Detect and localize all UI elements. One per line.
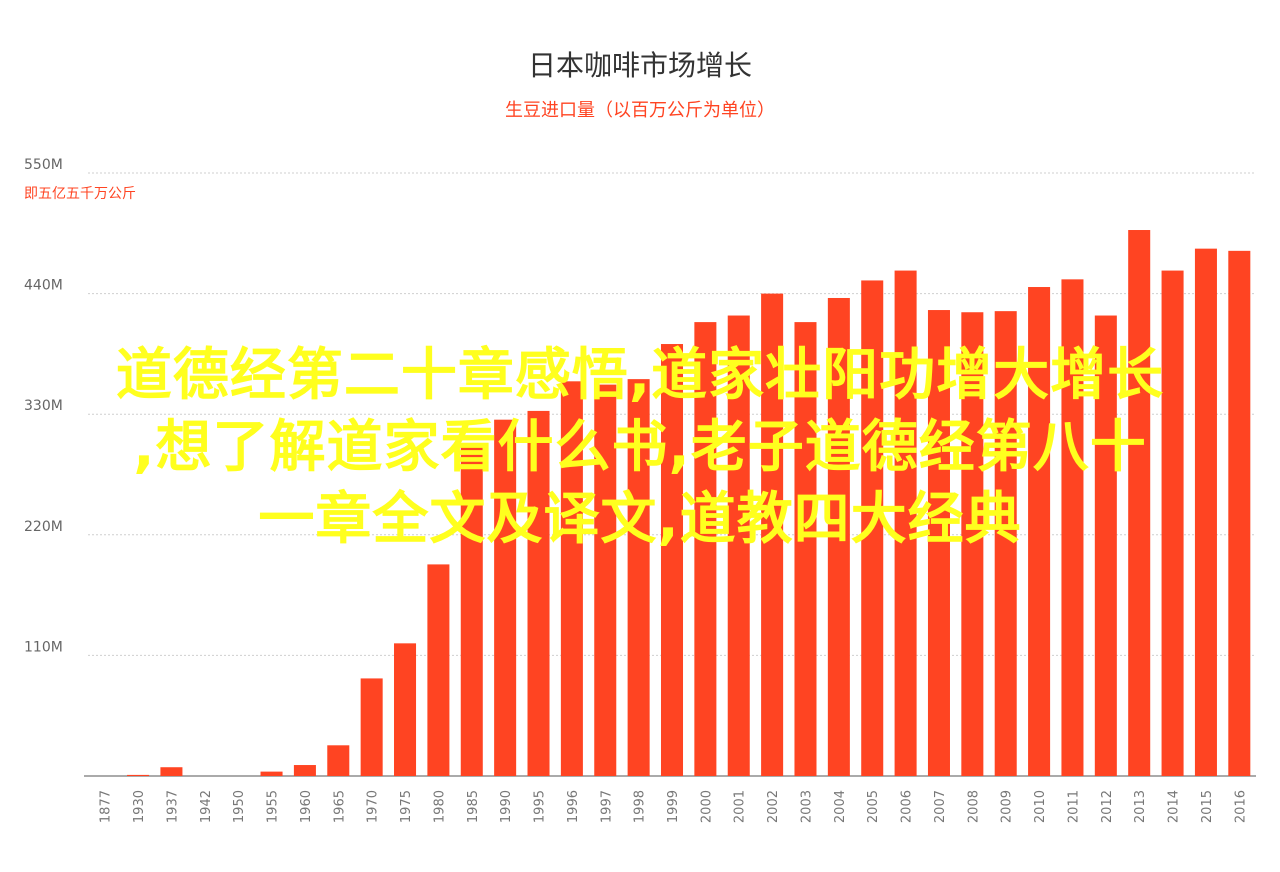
overlay-line-1: 道德经第二十章感悟,道家壮阳功增大增长 — [115, 343, 1165, 408]
x-tick-label: 2013 — [1133, 790, 1148, 823]
bar — [660, 344, 684, 776]
x-tick-label: 1995 — [533, 790, 548, 823]
bar — [861, 280, 884, 776]
x-tick-label: 1999 — [666, 790, 681, 823]
x-tick-label: 1970 — [366, 790, 381, 823]
bar — [1094, 315, 1117, 776]
x-tick-label: 1942 — [199, 790, 214, 823]
bar — [127, 774, 150, 776]
bar — [394, 643, 417, 776]
x-tick-label: 2012 — [1100, 790, 1115, 823]
x-tick-label: 1998 — [633, 790, 648, 823]
bar — [460, 443, 483, 776]
overlay-line-2: ,想了解道家看什么书,老子道德经第八十 — [133, 415, 1147, 480]
bar — [594, 384, 617, 776]
bar — [1061, 279, 1084, 776]
y-unit-note: 即五亿五千万公斤 — [24, 186, 136, 202]
x-tick-label: 1960 — [299, 790, 314, 823]
x-tick-label: 1955 — [266, 790, 281, 823]
bar — [994, 311, 1017, 776]
bar — [761, 293, 784, 776]
bar — [1194, 248, 1217, 776]
x-tick-label: 2014 — [1167, 790, 1182, 823]
y-tick-label: 110M — [24, 639, 63, 655]
bar — [427, 564, 450, 776]
bar — [794, 322, 817, 776]
x-tick-label: 2009 — [1000, 790, 1015, 823]
x-tick-label: 1930 — [132, 790, 147, 823]
chart-subtitle: 生豆进口量（以百万公斤为单位） — [505, 100, 775, 121]
x-tick-label: 2010 — [1033, 790, 1048, 823]
y-tick-label: 550M — [24, 157, 63, 173]
x-tick-label: 2008 — [966, 790, 981, 823]
bar — [293, 765, 316, 776]
bar — [160, 767, 183, 776]
x-tick-label: 1997 — [599, 790, 614, 823]
y-tick-label: 220M — [24, 519, 63, 535]
x-tick-label: 1975 — [399, 790, 414, 823]
bar — [527, 410, 550, 776]
bar — [827, 297, 850, 776]
x-tick-label: 2007 — [933, 790, 948, 823]
x-tick-label: 2005 — [866, 790, 881, 823]
bar — [627, 379, 650, 776]
bar — [1161, 270, 1184, 776]
bar — [961, 312, 984, 776]
x-tick-label: 2016 — [1233, 790, 1248, 823]
x-tick-label: 2004 — [833, 790, 848, 823]
y-tick-label: 440M — [24, 278, 63, 294]
x-tick-label: 2011 — [1066, 790, 1081, 823]
x-tick-label: 1937 — [165, 790, 180, 823]
x-tick-label: 2015 — [1200, 790, 1215, 823]
bar — [727, 315, 750, 776]
overlay-text: 道德经第二十章感悟,道家壮阳功增大增长 ,想了解道家看什么书,老子道德经第八十 … — [20, 340, 1260, 556]
x-tick-label: 1980 — [432, 790, 447, 823]
bar — [360, 678, 383, 776]
bar — [694, 322, 717, 776]
bar — [327, 745, 350, 776]
x-tick-label: 2002 — [766, 790, 781, 823]
bar — [1228, 250, 1251, 777]
x-tick-label: 2001 — [733, 790, 748, 823]
bar — [560, 381, 583, 776]
x-tick-label: 2006 — [900, 790, 915, 823]
x-tick-label: 2000 — [699, 790, 714, 823]
x-tick-label: 1996 — [566, 790, 581, 823]
x-tick-label: 2003 — [799, 790, 814, 823]
x-tick-label: 1965 — [332, 790, 347, 823]
x-tick-label: 1990 — [499, 790, 514, 823]
bar — [1128, 230, 1151, 776]
bar — [894, 270, 917, 776]
bar — [494, 419, 517, 776]
y-tick-label: 330M — [24, 398, 63, 414]
x-tick-label: 1985 — [466, 790, 481, 823]
bar — [927, 310, 950, 776]
bar — [1028, 287, 1051, 776]
chart-title: 日本咖啡市场增长 — [527, 49, 752, 82]
overlay-line-3: 一章全文及译文,道教四大经典 — [258, 487, 1022, 552]
x-tick-label: 1950 — [232, 790, 247, 823]
bar — [260, 771, 283, 776]
x-tick-label: 1877 — [99, 790, 114, 823]
